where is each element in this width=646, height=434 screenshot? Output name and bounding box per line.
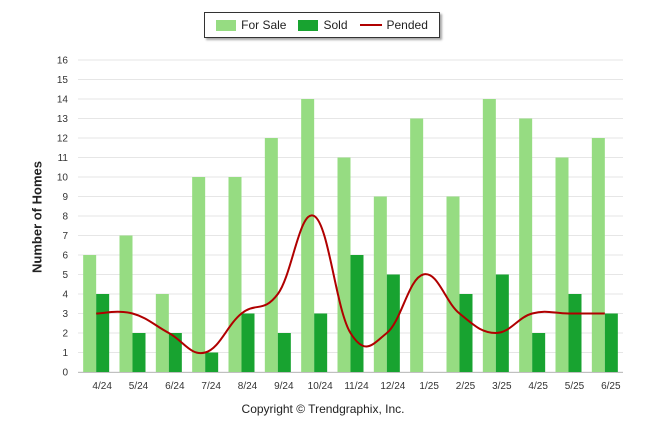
bar-for-sale <box>83 255 97 372</box>
x-tick-label: 6/25 <box>601 381 621 392</box>
y-tick-label: 7 <box>62 231 68 242</box>
bar-for-sale <box>192 177 206 372</box>
y-tick-label: 14 <box>57 95 69 106</box>
x-tick-label: 1/25 <box>419 381 439 392</box>
x-tick-label: 4/25 <box>528 381 548 392</box>
y-tick-label: 4 <box>62 290 68 301</box>
bar-sold <box>459 294 473 372</box>
x-tick-label: 12/24 <box>380 381 405 392</box>
y-tick-label: 16 <box>57 56 69 67</box>
bar-sold <box>568 294 582 372</box>
bar-sold <box>350 255 364 372</box>
chart-legend: For Sale Sold Pended <box>204 12 440 38</box>
legend-swatch-pended <box>359 24 382 26</box>
x-tick-label: 2/25 <box>456 381 476 392</box>
bar-sold <box>168 333 182 372</box>
bar-for-sale <box>591 138 605 372</box>
y-tick-label: 6 <box>62 251 68 262</box>
bar-for-sale <box>119 235 133 372</box>
bar-sold <box>532 333 546 372</box>
x-tick-label: 3/25 <box>492 381 512 392</box>
bar-for-sale <box>373 196 387 372</box>
legend-label-pended: Pended <box>386 18 428 32</box>
y-tick-label: 12 <box>57 134 69 145</box>
legend-swatch-for-sale <box>216 19 237 31</box>
y-tick-label: 11 <box>58 153 69 164</box>
y-tick-label: 1 <box>62 348 68 359</box>
x-tick-label: 11/24 <box>344 381 369 392</box>
x-tick-label: 4/24 <box>92 381 112 392</box>
bar-for-sale <box>446 196 460 372</box>
x-tick-label: 5/25 <box>565 381 585 392</box>
bar-sold <box>205 352 219 372</box>
x-tick-label: 5/24 <box>129 381 149 392</box>
y-tick-label: 3 <box>62 309 68 320</box>
bar-sold <box>241 313 255 372</box>
bar-for-sale <box>301 99 315 372</box>
bar-for-sale <box>519 118 533 372</box>
legend-item-pended[interactable]: Pended <box>359 18 428 32</box>
x-tick-label: 9/24 <box>274 381 294 392</box>
y-tick-label: 9 <box>62 192 68 203</box>
y-tick-label: 13 <box>57 114 69 125</box>
bar-sold <box>386 274 400 372</box>
y-tick-label: 5 <box>62 270 68 281</box>
y-tick-label: 2 <box>62 329 68 340</box>
bar-for-sale <box>410 118 424 372</box>
bar-sold <box>277 333 291 372</box>
pended-line <box>96 214 605 355</box>
bar-for-sale <box>264 138 278 372</box>
bar-for-sale <box>337 157 351 372</box>
y-tick-label: 0 <box>62 368 68 379</box>
legend-item-sold[interactable]: Sold <box>298 18 348 32</box>
legend-item-for-sale[interactable]: For Sale <box>216 18 286 32</box>
y-tick-label: 8 <box>62 212 68 223</box>
bar-for-sale <box>555 157 569 372</box>
legend-label-sold: Sold <box>323 18 348 32</box>
x-tick-label: 6/24 <box>165 381 185 392</box>
legend-label-for-sale: For Sale <box>241 18 287 32</box>
bar-for-sale <box>228 177 242 372</box>
x-tick-label: 7/24 <box>201 381 221 392</box>
copyright-footer: Copyright © Trendgraphix, Inc. <box>241 402 405 416</box>
bar-sold <box>495 274 509 372</box>
bar-sold <box>314 313 328 372</box>
bar-for-sale <box>155 294 169 372</box>
x-tick-label: 8/24 <box>238 381 258 392</box>
legend-swatch-sold <box>298 19 319 31</box>
y-tick-label: 10 <box>57 173 69 184</box>
bar-sold <box>96 294 110 372</box>
bar-sold <box>604 313 618 372</box>
y-tick-label: 15 <box>57 75 69 86</box>
bar-sold <box>132 333 146 372</box>
bar-for-sale <box>482 99 496 372</box>
x-tick-label: 10/24 <box>308 381 333 392</box>
